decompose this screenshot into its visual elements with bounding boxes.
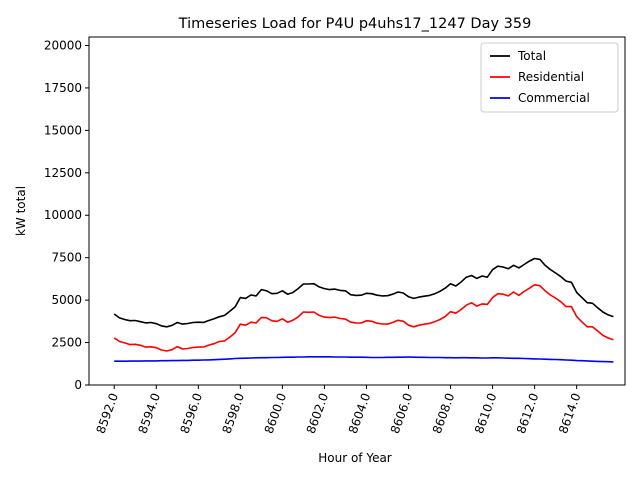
y-axis-label: kW total — [14, 186, 28, 236]
chart-title: Timeseries Load for P4U p4uhs17_1247 Day… — [178, 16, 532, 32]
y-tick-label: 7500 — [51, 251, 82, 265]
series-line-commercial — [114, 355, 614, 363]
series-line-residential — [113, 283, 614, 352]
legend-frame — [480, 42, 619, 113]
y-tick-label: 0 — [74, 378, 82, 392]
plot-frame — [88, 36, 626, 386]
y-tick-label: 20000 — [44, 38, 82, 52]
y-axis-ticks: 0 2500 5000 7500 10000 12500 15000 17500 20000 — [44, 38, 89, 392]
y-tick-label: 5000 — [51, 293, 82, 307]
y-tick-label: 12500 — [44, 166, 82, 180]
x-axis-label: Hour of Year — [318, 451, 392, 465]
series-line-total — [113, 257, 614, 328]
legend-label-commercial: Commercial — [518, 91, 590, 105]
series-layer — [113, 257, 614, 363]
y-tick-label: 17500 — [44, 81, 82, 95]
y-tick-label: 10000 — [44, 208, 82, 222]
y-tick-label: 15000 — [44, 123, 82, 137]
legend: Total Residential Commercial — [480, 42, 619, 113]
legend-label-residential: Residential — [518, 70, 584, 84]
y-tick-label: 2500 — [51, 336, 82, 350]
legend-label-total: Total — [517, 49, 546, 63]
